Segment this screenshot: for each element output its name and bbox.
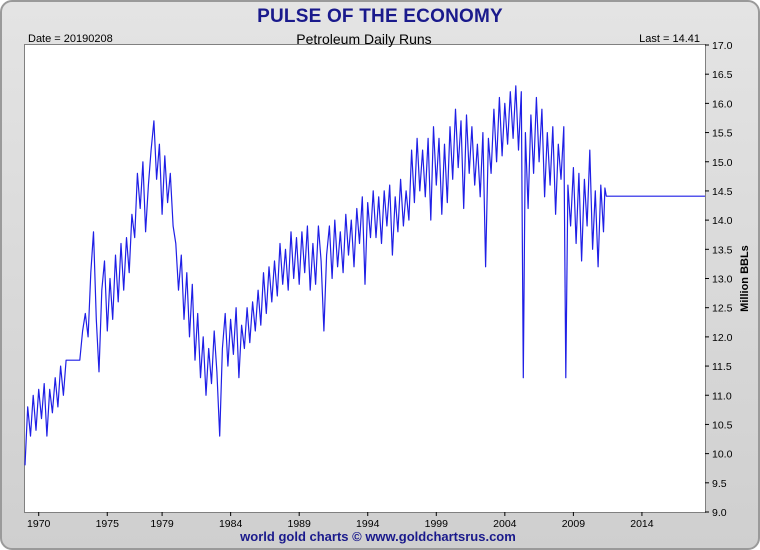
y-tick-label: 16.0	[712, 98, 733, 110]
x-tick-label: 1970	[27, 518, 51, 530]
y-tick-label: 9.5	[712, 478, 727, 490]
y-tick-label: 10.5	[712, 419, 733, 431]
x-tick-label: 2014	[630, 518, 654, 530]
y-tick-label: 16.5	[712, 69, 733, 81]
last-value-label: Last = 14.41	[639, 33, 700, 45]
footer-credit: world gold charts © www.goldchartsrus.co…	[240, 529, 516, 544]
y-tick-label: 13.0	[712, 274, 733, 286]
y-tick-label: 12.5	[712, 303, 733, 315]
y-tick-label: 11.5	[712, 361, 732, 373]
y-tick-label: 11.0	[712, 390, 732, 402]
date-label: Date = 20190208	[28, 33, 113, 45]
y-tick-label: 17.0	[712, 40, 733, 52]
x-tick-label: 1989	[288, 518, 312, 530]
y-tick-label: 15.5	[712, 128, 733, 140]
series-line-petroleum-runs	[24, 85, 705, 466]
y-axis: 9.0 9.5 10.0 10.5 11.0 11.5 12.0 12.5 13.0 13.5 14…	[705, 40, 733, 519]
y-tick-label: 14.5	[712, 186, 733, 198]
y-axis-label: Million BBLs	[739, 245, 751, 312]
y-tick-label: 12.0	[712, 332, 733, 344]
x-tick-label: 1994	[356, 518, 380, 530]
x-tick-label: 1975	[96, 518, 120, 530]
banner-title: PULSE OF THE ECONOMY	[257, 6, 503, 27]
x-tick-label: 1979	[150, 518, 174, 530]
y-tick-label: 9.0	[712, 507, 727, 519]
y-tick-label: 10.0	[712, 449, 733, 461]
x-tick-label: 2004	[493, 518, 517, 530]
y-tick-label: 13.5	[712, 244, 733, 256]
x-tick-label: 2009	[562, 518, 586, 530]
y-tick-label: 14.0	[712, 215, 733, 227]
x-tick-label: 1999	[425, 518, 449, 530]
x-tick-label: 1984	[219, 518, 243, 530]
y-tick-label: 15.0	[712, 157, 733, 169]
x-axis: 1970 1975 1979 1984 1989 1994 1999 2004 2009 2014	[27, 512, 654, 530]
chart-title: Petroleum Daily Runs	[296, 31, 432, 47]
